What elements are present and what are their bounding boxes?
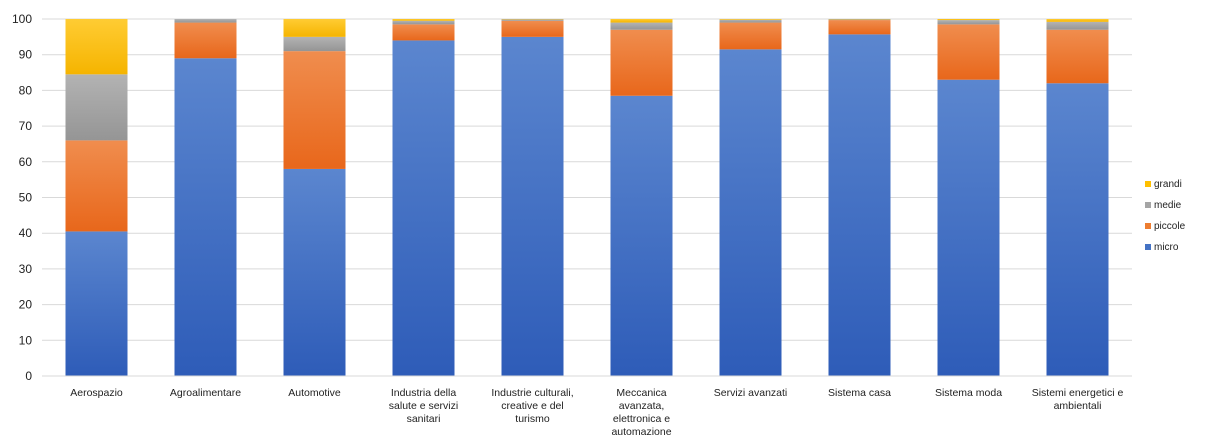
bar-segment-grandi — [610, 19, 673, 23]
legend-swatch-piccole — [1145, 223, 1151, 229]
bar-segment-piccole — [392, 24, 455, 41]
bar-segment-piccole — [937, 24, 1000, 80]
bar-segment-piccole — [283, 51, 346, 169]
bar-segment-medie — [392, 20, 455, 25]
legend-label-piccole: piccole — [1154, 221, 1186, 232]
bar-segment-piccole — [1046, 29, 1109, 84]
bar-segment-medie — [828, 19, 891, 21]
bar-segment-micro — [65, 231, 128, 376]
bar-segment-micro — [719, 49, 782, 376]
y-tick-label: 60 — [19, 155, 33, 169]
y-tick-label: 10 — [19, 333, 33, 347]
bar-segment-piccole — [65, 140, 128, 232]
x-tick-label: Sistema casa — [828, 387, 891, 399]
y-tick-label: 80 — [19, 83, 33, 97]
bar-segment-medie — [283, 36, 346, 52]
x-tick-label: Meccanica avanzata, elettronica e automazio… — [611, 387, 671, 438]
y-tick-label: 100 — [12, 12, 32, 26]
legend-swatch-medie — [1145, 202, 1151, 208]
bar-segment-piccole — [828, 20, 891, 35]
bar-segment-micro — [828, 34, 891, 376]
bar-segment-medie — [501, 19, 564, 21]
bar-segment-grandi — [65, 19, 128, 75]
x-axis: Aerospazio Agroalimentare Automotive Indust… — [42, 375, 1132, 438]
bar-segment-grandi — [937, 19, 1000, 21]
bar-segment-piccole — [719, 22, 782, 50]
legend-label-micro: micro — [1154, 242, 1179, 253]
bar-segment-medie — [1046, 21, 1109, 30]
legend: grandi medie piccole micro — [1145, 179, 1186, 253]
bar-segment-medie — [610, 22, 673, 30]
bar-segment-micro — [283, 168, 346, 376]
bar-segment-micro — [501, 36, 564, 376]
x-tick-label: Automotive — [288, 387, 341, 399]
x-tick-label: Servizi avanzati — [714, 387, 788, 399]
y-tick-label: 40 — [19, 226, 33, 240]
y-tick-label: 50 — [19, 191, 33, 205]
bar-segment-piccole — [501, 20, 564, 37]
y-axis: 0 10 20 30 40 50 60 70 80 90 100 — [12, 12, 32, 383]
y-tick-label: 70 — [19, 119, 33, 133]
x-tick-label: Sistemi energetici e ambientali — [1032, 387, 1124, 412]
y-tick-label: 90 — [19, 48, 33, 62]
legend-label-medie: medie — [1154, 200, 1182, 211]
bar-segment-micro — [174, 58, 237, 377]
legend-label-grandi: grandi — [1154, 179, 1182, 190]
x-tick-label: Industria della salute e servizi sanitari — [389, 387, 458, 425]
bar-segment-micro — [610, 95, 673, 376]
bar-segment-grandi — [719, 19, 782, 20]
bar-segment-medie — [937, 20, 1000, 25]
bar-segment-medie — [719, 19, 782, 23]
x-tick-label: Agroalimentare — [170, 387, 241, 399]
legend-swatch-grandi — [1145, 181, 1151, 187]
bar-segment-piccole — [610, 29, 673, 96]
x-tick-label: Industrie culturali, creative e del turism… — [491, 387, 573, 425]
bar-segment-micro — [392, 40, 455, 377]
bar-segment-medie — [65, 74, 128, 141]
y-tick-label: 0 — [25, 369, 32, 383]
bars — [65, 19, 1109, 377]
y-tick-label: 30 — [19, 262, 33, 276]
bar-segment-grandi — [283, 19, 346, 37]
bar-segment-micro — [1046, 83, 1109, 376]
x-tick-label: Sistema moda — [935, 387, 1002, 399]
bar-segment-grandi — [1046, 19, 1109, 22]
legend-swatch-micro — [1145, 244, 1151, 250]
bar-segment-medie — [174, 19, 237, 23]
x-tick-label: Aerospazio — [70, 387, 123, 399]
y-tick-label: 20 — [19, 298, 33, 312]
bar-segment-micro — [937, 79, 1000, 376]
bar-segment-grandi — [392, 19, 455, 21]
bar-segment-piccole — [174, 22, 237, 59]
